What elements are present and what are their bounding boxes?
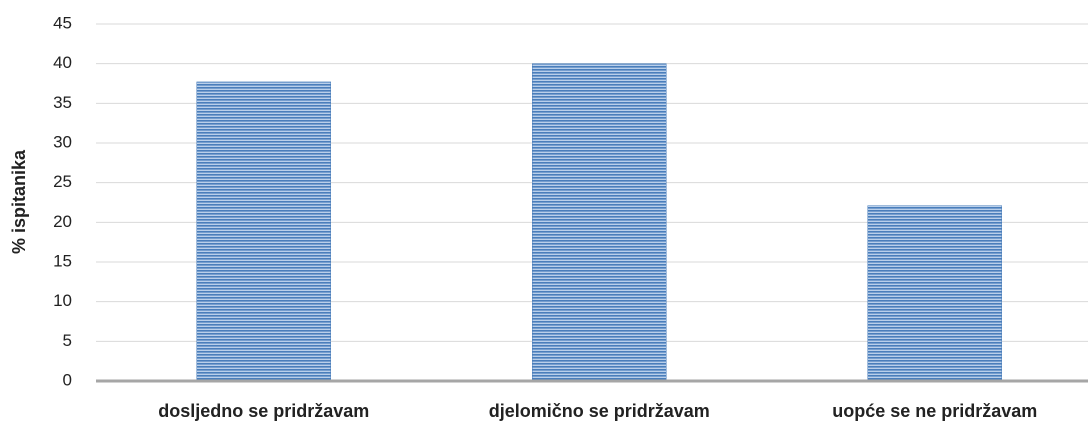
- bar: [196, 81, 331, 382]
- y-tick-label: 35: [53, 93, 72, 112]
- y-tick-label: 15: [53, 251, 72, 270]
- x-tick-label: djelomično se pridržavam: [489, 401, 710, 421]
- x-tick-label: dosljedno se pridržavam: [158, 401, 369, 421]
- y-tick-label: 10: [53, 291, 72, 310]
- bar: [867, 205, 1002, 382]
- y-tick-label: 30: [53, 132, 72, 151]
- y-axis-label: % ispitanika: [9, 149, 29, 254]
- y-tick-label: 25: [53, 172, 72, 191]
- y-tick-label: 0: [63, 370, 72, 389]
- y-tick-label: 20: [53, 212, 72, 231]
- bar: [532, 63, 667, 382]
- y-tick-label: 5: [63, 331, 72, 350]
- y-tick-label: 45: [53, 13, 72, 32]
- x-tick-label: uopće se ne pridržavam: [832, 401, 1037, 421]
- y-tick-label: 40: [53, 53, 72, 72]
